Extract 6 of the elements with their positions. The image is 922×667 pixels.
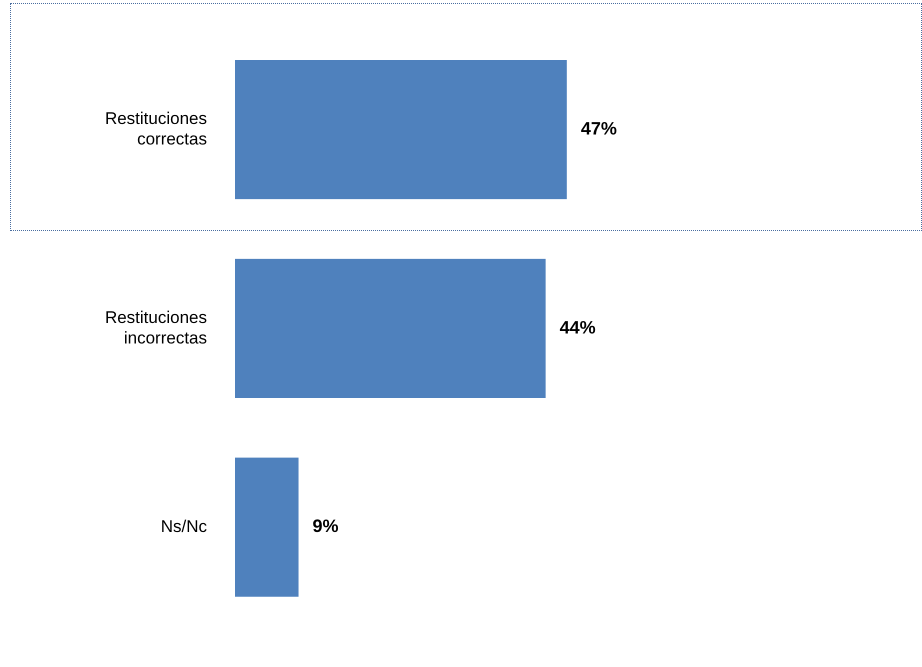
y-tick-label: Restituciones incorrectas [104,308,207,348]
y-tick-label: Restituciones correctas [104,109,207,148]
y-tick-label: Ns/Nc [160,516,208,536]
data-label: 47% [580,118,617,139]
data-label: 9% [312,516,339,536]
data-label: 44% [560,317,596,338]
